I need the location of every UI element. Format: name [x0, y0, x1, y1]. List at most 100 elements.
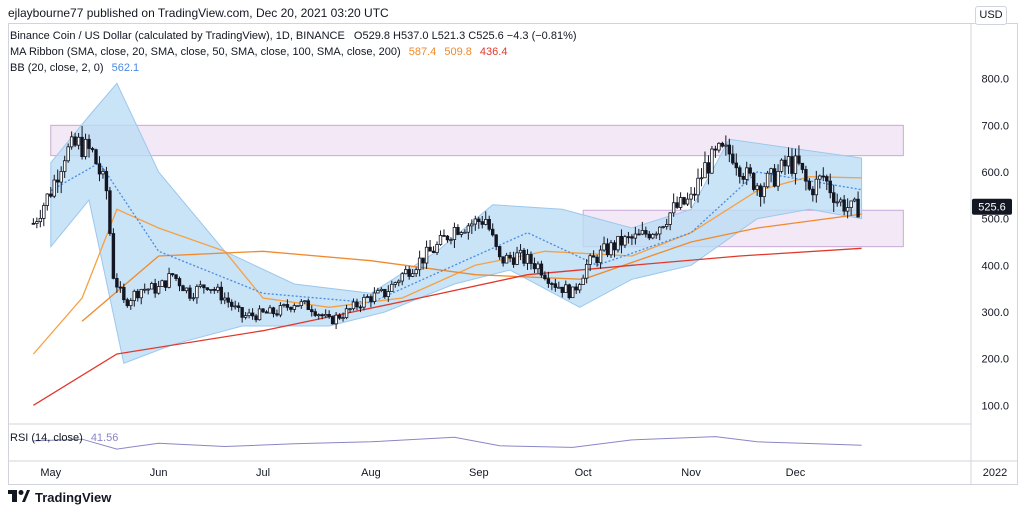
candle-body	[205, 287, 210, 291]
candle-body	[233, 305, 237, 308]
candle-body	[814, 178, 819, 196]
x-tick-label: Jun	[150, 467, 168, 479]
candle-body	[153, 283, 157, 294]
currency-button[interactable]: USD	[975, 6, 1007, 25]
candle-body	[76, 136, 81, 146]
candle-body	[577, 284, 582, 291]
candle-body	[797, 155, 801, 164]
candle-body	[219, 286, 223, 301]
candle-body	[323, 314, 328, 317]
candle-body	[299, 301, 304, 307]
candle-body	[122, 286, 126, 301]
candle-body	[292, 305, 297, 310]
candle-body	[651, 234, 655, 239]
y-tick-label: 500.0	[981, 214, 1009, 226]
candle-body	[372, 292, 377, 302]
y-tick-label: 400.0	[981, 260, 1009, 272]
candle-body	[143, 288, 147, 291]
candle-body	[640, 230, 645, 235]
current-price-badge	[972, 198, 1012, 215]
candle-body	[595, 256, 599, 264]
candle-body	[473, 218, 478, 225]
candle-body	[532, 263, 537, 270]
ma-value-3: 436.4	[479, 46, 508, 58]
candle-body	[727, 144, 732, 155]
candle-body	[209, 288, 213, 291]
tradingview-footer: TradingView	[8, 490, 111, 505]
bollinger-band-layer	[50, 82, 863, 364]
candle-body	[637, 233, 641, 236]
candle-body	[35, 221, 39, 224]
candle-body	[156, 286, 161, 294]
x-tick-label: May	[40, 467, 61, 479]
ma-ribbon-legend: MA Ribbon (SMA, close, 20, SMA, close, 5…	[10, 46, 507, 58]
candle-body	[230, 301, 234, 307]
ohlc-values: O529.8 H537.0 L521.3 C525.6 −4.3 (−0.81%…	[353, 30, 577, 42]
candle-body	[136, 290, 140, 299]
candle-body	[574, 286, 578, 291]
x-tick-label: Nov	[681, 467, 701, 479]
candle-body	[428, 246, 432, 252]
candle-body	[191, 297, 196, 300]
candle-body	[174, 274, 178, 279]
candle-body	[769, 168, 773, 174]
candle-body	[198, 284, 203, 287]
candle-body	[484, 219, 488, 225]
candle-body	[362, 296, 366, 308]
y-tick-label: 600.0	[981, 167, 1009, 179]
candle-body	[31, 222, 36, 225]
candle-body	[490, 228, 495, 236]
candle-body	[487, 219, 491, 230]
candle-body	[400, 273, 404, 282]
candle-body	[45, 193, 49, 206]
candle-body	[285, 304, 290, 308]
candle-body	[334, 314, 338, 325]
ma-value-1: 587.4	[408, 46, 437, 58]
candle-body	[689, 193, 693, 200]
candle-body	[571, 286, 575, 299]
ma-ribbon-label: MA Ribbon (SMA, close, 20, SMA, close, 5…	[10, 46, 401, 58]
candle-body	[337, 314, 342, 319]
candle-body	[466, 225, 471, 233]
candle-body	[149, 283, 154, 290]
candle-body	[845, 207, 850, 212]
candle-body	[417, 257, 422, 271]
candle-body	[181, 285, 185, 292]
candle-body	[160, 280, 164, 287]
ma-value-2: 509.8	[444, 46, 472, 58]
candle-body	[456, 227, 460, 235]
candle-body	[358, 306, 363, 309]
candle-body	[195, 286, 199, 299]
candle-body	[738, 167, 742, 177]
candle-body	[459, 232, 464, 235]
price-chart[interactable]: 800.0 700.0 600.0 500.0 400.0 300.0 200.0 100.0…	[9, 24, 1018, 485]
candle-body	[588, 255, 592, 265]
candle-body	[567, 284, 571, 299]
candles-layer	[31, 125, 860, 330]
candle-body	[90, 148, 95, 151]
candle-body	[223, 297, 227, 301]
candle-body	[264, 311, 269, 314]
candle-body	[619, 235, 624, 246]
candle-body	[511, 257, 516, 265]
candle-body	[658, 226, 662, 235]
candle-body	[751, 172, 756, 190]
candle-body	[630, 236, 634, 239]
candle-body	[97, 163, 102, 175]
candle-body	[623, 236, 627, 246]
candle-body	[184, 287, 189, 292]
candle-body	[344, 308, 349, 319]
y-tick-label: 100.0	[981, 400, 1009, 412]
candle-body	[706, 162, 711, 174]
candle-body	[101, 171, 105, 175]
candle-body	[202, 284, 206, 289]
candle-body	[376, 290, 380, 294]
candle-body	[546, 278, 551, 284]
candle-body	[682, 197, 686, 205]
candle-body	[731, 153, 735, 164]
candle-body	[699, 177, 704, 180]
candle-body	[442, 235, 446, 237]
candle-body	[410, 273, 415, 277]
candle-body	[431, 250, 436, 253]
price-label-layer: 525.6	[972, 198, 1012, 215]
